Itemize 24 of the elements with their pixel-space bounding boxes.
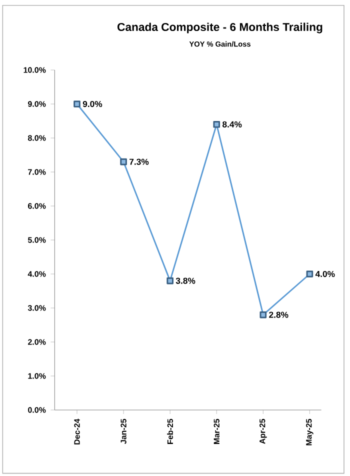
data-label: 3.8% xyxy=(176,278,196,284)
data-label: 7.3% xyxy=(130,158,149,165)
y-tick-label: 9.0% xyxy=(28,101,46,107)
x-tick-label: Feb-25 xyxy=(167,418,174,444)
y-tick-label: 8.0% xyxy=(28,135,46,141)
y-tick-label: 2.0% xyxy=(28,339,46,345)
y-tick-label: 7.0% xyxy=(28,169,46,175)
y-tick-label: 3.0% xyxy=(28,305,46,311)
data-label: 4.0% xyxy=(315,270,335,278)
y-tick-label: 1.0% xyxy=(28,373,46,379)
y-tick-label: 5.0% xyxy=(28,237,46,243)
y-tick-label: 4.0% xyxy=(28,271,46,277)
y-tick-label: 0.0% xyxy=(28,407,46,413)
y-tick-label: 6.0% xyxy=(28,203,46,209)
y-tick-label: 10.0% xyxy=(24,67,46,73)
x-tick-label: Dec-24 xyxy=(74,418,80,444)
data-label: 8.4% xyxy=(222,121,242,128)
x-tick-label: Jan-25 xyxy=(120,418,126,444)
chart-title: Canada Composite - 6 Months Trailing xyxy=(118,22,322,34)
data-label: 2.8% xyxy=(269,312,288,318)
x-tick-label: May-25 xyxy=(306,418,314,446)
x-tick-label: Mar-25 xyxy=(214,418,220,444)
x-tick-label: Apr-25 xyxy=(260,418,267,444)
data-label: 9.0% xyxy=(82,100,102,108)
